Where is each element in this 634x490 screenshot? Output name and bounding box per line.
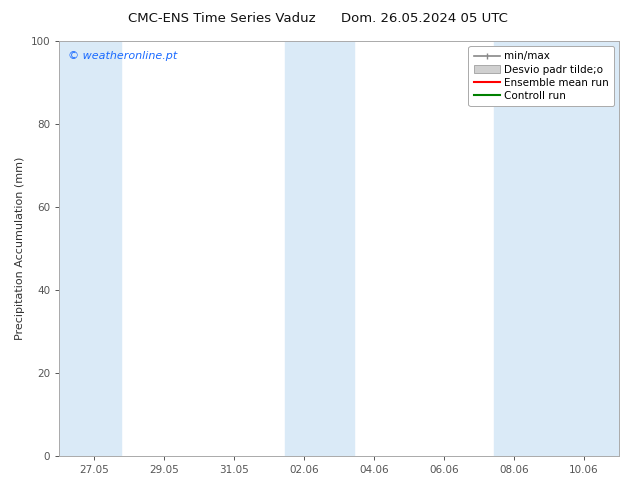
Text: Dom. 26.05.2024 05 UTC: Dom. 26.05.2024 05 UTC xyxy=(341,12,508,25)
Bar xyxy=(285,41,354,456)
Text: CMC-ENS Time Series Vaduz: CMC-ENS Time Series Vaduz xyxy=(128,12,316,25)
Y-axis label: Precipitation Accumulation (mm): Precipitation Accumulation (mm) xyxy=(15,157,25,340)
Bar xyxy=(59,41,121,456)
Legend: min/max, Desvio padr tilde;o, Ensemble mean run, Controll run: min/max, Desvio padr tilde;o, Ensemble m… xyxy=(469,46,614,106)
Text: © weatheronline.pt: © weatheronline.pt xyxy=(68,51,177,61)
Bar xyxy=(495,41,619,456)
